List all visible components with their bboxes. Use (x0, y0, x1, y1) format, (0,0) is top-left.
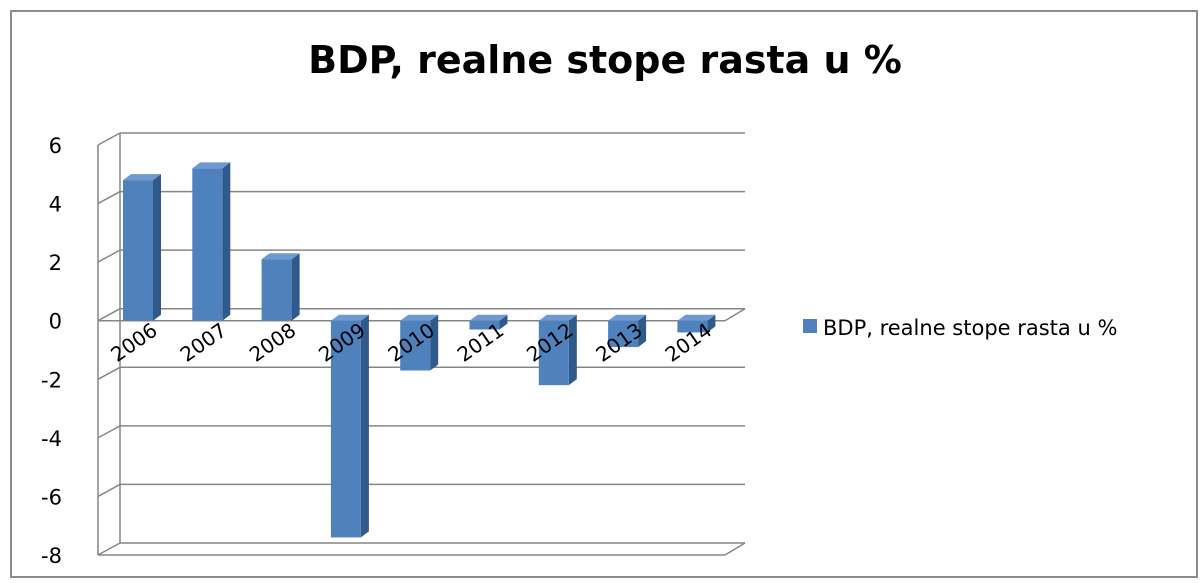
y-tick-label: 4 (49, 193, 62, 217)
y-tick-label: -4 (41, 427, 62, 451)
x-tick-label: 2006 (106, 318, 161, 367)
bar-2010 (400, 314, 439, 371)
y-tick-label: -6 (41, 485, 62, 509)
y-tick-label: 6 (49, 134, 62, 158)
y-tick-label: -2 (41, 368, 62, 392)
chart-title: BDP, realne stope rasta u % (308, 38, 902, 82)
bar-2007 (192, 162, 231, 321)
bar-2011 (469, 314, 508, 330)
bar-2012 (538, 314, 577, 386)
bar-2014 (677, 314, 716, 333)
y-tick-label: 0 (49, 310, 62, 334)
bar-2013 (608, 314, 647, 348)
legend-label: BDP, realne stope rasta u % (823, 316, 1118, 340)
y-tick-label: -8 (41, 544, 62, 568)
legend-swatch (803, 319, 817, 333)
bar-2008 (261, 253, 300, 321)
bars (123, 162, 716, 538)
x-tick-label: 2008 (245, 318, 300, 367)
bar-2009 (330, 314, 369, 538)
bar-2006 (123, 174, 161, 321)
y-tick-label: 2 (49, 251, 62, 275)
x-tick-label: 2007 (176, 318, 231, 367)
y-axis-ticks: 6 4 2 0 -2 -4 -6 -8 (41, 134, 62, 568)
